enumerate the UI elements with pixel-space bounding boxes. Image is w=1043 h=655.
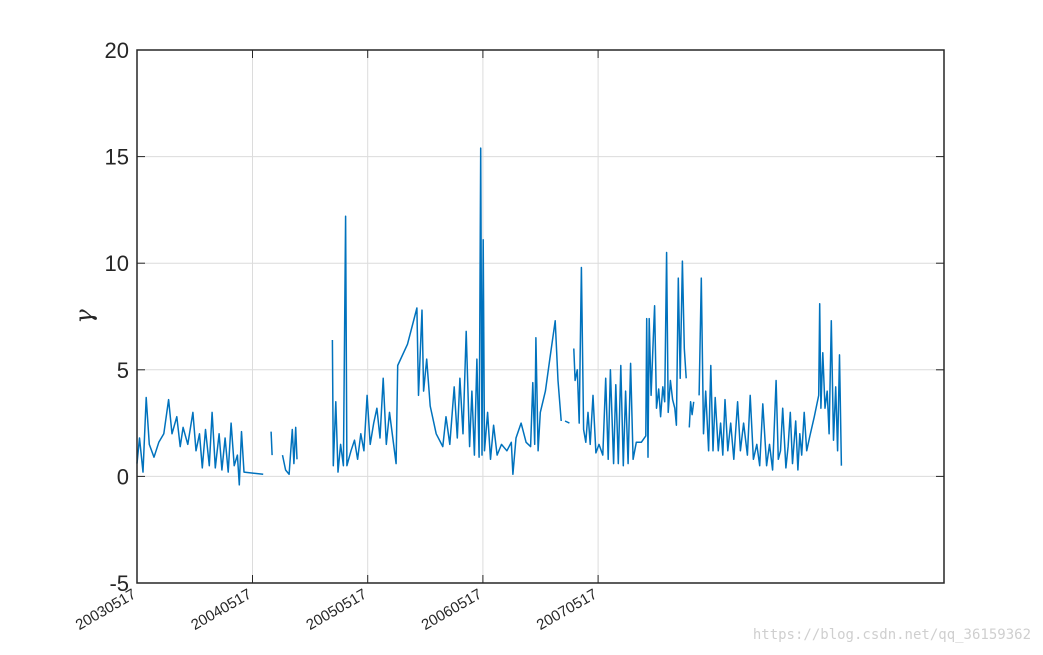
series-line-segment	[331, 147, 562, 476]
series-line-segment	[281, 426, 298, 476]
tick-label-y: 20	[105, 38, 129, 63]
y-axis-label: γ	[70, 309, 98, 324]
tick-label-x: 20050517	[303, 586, 369, 634]
tick-label-x: 20030517	[73, 586, 139, 634]
series-line-segment	[688, 401, 695, 428]
tick-label-y: 10	[105, 251, 129, 276]
tick-label-y: -5	[109, 571, 129, 596]
tick-label-x: 20040517	[188, 586, 254, 634]
tick-label-y: 0	[117, 464, 129, 489]
tick-label-x: 20070517	[534, 586, 600, 634]
tick-label-y: 15	[105, 145, 129, 170]
axes-frame	[136, 49, 945, 584]
series-line-segment	[564, 420, 570, 424]
grid-lines	[136, 49, 944, 584]
series-line-segment	[136, 396, 264, 486]
watermark: https://blog.csdn.net/qq_36159362	[752, 627, 1031, 643]
series-line-segment	[573, 251, 687, 467]
series-line-segment	[698, 277, 843, 471]
axis-ticks: -5 0 5 10 15 20 20030517 20040517 20050517 200605…	[73, 38, 944, 634]
tick-label-x: 20060517	[419, 586, 485, 634]
plot-area	[136, 147, 843, 486]
series-line-segment	[270, 431, 273, 456]
tick-label-y: 5	[117, 358, 129, 383]
